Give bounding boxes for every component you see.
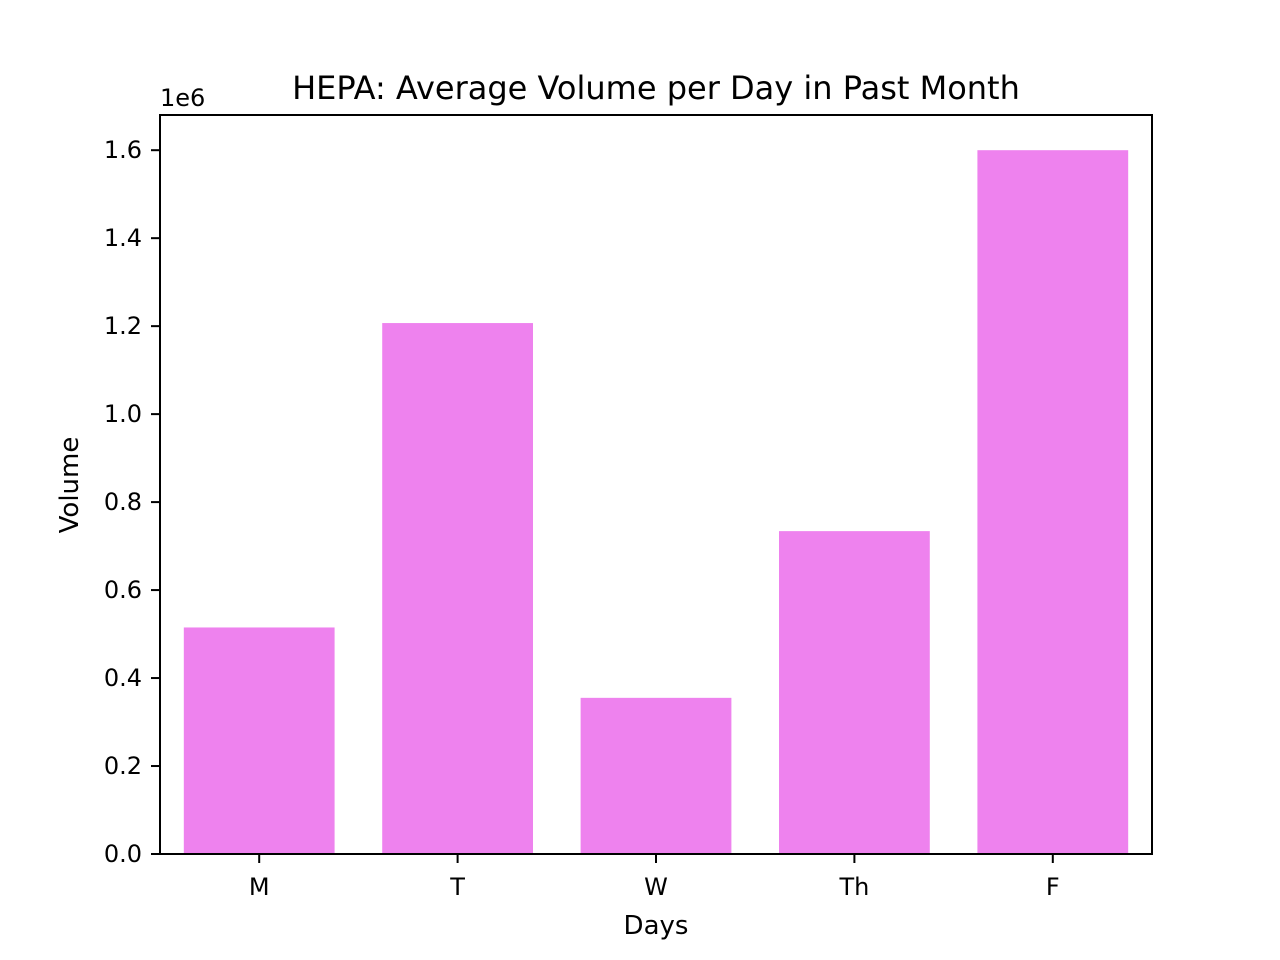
y-tick-label: 0.4 (104, 664, 142, 692)
x-axis-label: Days (624, 911, 689, 941)
bar-m (183, 627, 335, 854)
y-tick-label: 0.6 (104, 576, 142, 604)
y-tick-label: 0.8 (104, 488, 142, 516)
y-axis-offset-label: 1e6 (160, 84, 205, 112)
y-tick-label: 1.4 (104, 224, 142, 252)
x-tick-label: M (249, 873, 270, 901)
bar-t (382, 323, 533, 854)
bar-th (779, 531, 930, 854)
bar-w (580, 697, 732, 854)
plot-area-frame (159, 114, 1153, 855)
bar-f (977, 150, 1129, 854)
y-tick-label: 0.0 (104, 840, 142, 868)
y-tick-label: 0.2 (104, 752, 142, 780)
x-tick-label: W (644, 873, 668, 901)
y-axis-ticks: 0.0 0.2 0.4 0.6 0.8 1.0 1.2 1.4 1.6 (104, 136, 160, 868)
y-tick-label: 1.6 (104, 136, 142, 164)
bars-group (183, 150, 1129, 854)
chart-title: HEPA: Average Volume per Day in Past Mon… (292, 69, 1020, 107)
x-axis-ticks: M T W Th F (249, 854, 1060, 901)
y-tick-label: 1.2 (104, 312, 142, 340)
y-tick-label: 1.0 (104, 400, 142, 428)
y-axis-label: Volume (55, 437, 85, 534)
x-tick-label: F (1046, 873, 1060, 901)
x-tick-label: T (449, 873, 465, 901)
x-tick-label: Th (838, 873, 869, 901)
